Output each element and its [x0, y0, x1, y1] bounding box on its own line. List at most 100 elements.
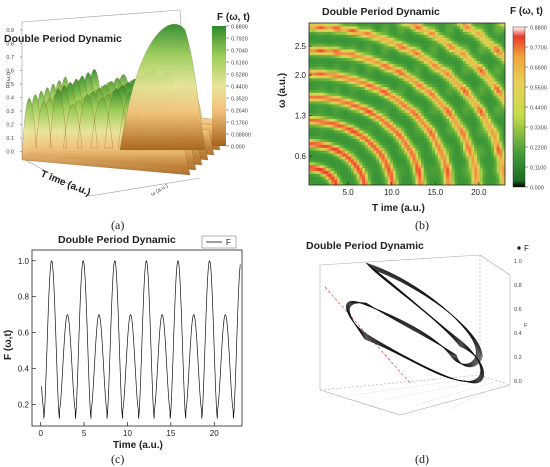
- heatmap-cell: [339, 124, 343, 128]
- heatmap-cell: [376, 138, 380, 142]
- heatmap-cell: [390, 63, 394, 67]
- heatmap-cell: [365, 63, 369, 67]
- heatmap-cell: [370, 75, 374, 79]
- heatmap-cell: [359, 54, 363, 59]
- heatmap-cell: [381, 77, 385, 82]
- heatmap-cell: [418, 167, 422, 171]
- heatmap-cell: [440, 54, 444, 59]
- heatmap-cell: [482, 57, 486, 61]
- heatmap-cell: [477, 176, 481, 180]
- heatmap-cell: [334, 43, 338, 47]
- heatmap-cell: [482, 156, 486, 160]
- heatmap-cell: [331, 37, 335, 41]
- heatmap-cell: [465, 182, 469, 185]
- heatmap-cell: [407, 101, 411, 105]
- heatmap-cell: [418, 141, 422, 145]
- heatmap-cell: [359, 173, 363, 177]
- heatmap-cell: [407, 167, 411, 171]
- heatmap-cell: [440, 179, 444, 183]
- heatmap-cell: [460, 51, 464, 56]
- heatmap-cell: [323, 150, 327, 154]
- heatmap-cell: [323, 31, 327, 35]
- heatmap-cell: [323, 153, 327, 157]
- heatmap-cell: [379, 89, 383, 93]
- heatmap-cell: [317, 69, 321, 73]
- heatmap-cell: [457, 104, 461, 108]
- heatmap-cell: [409, 95, 413, 99]
- heatmap-cell: [435, 40, 439, 44]
- heatmap-cell: [331, 130, 335, 134]
- heatmap-cell: [387, 25, 391, 30]
- heatmap-cell: [309, 161, 313, 166]
- heatmap-cell: [356, 80, 360, 85]
- heatmap-cell: [477, 89, 481, 93]
- heatmap-cell: [435, 130, 439, 134]
- heatmap-cell: [314, 51, 318, 56]
- heatmap-cell: [334, 179, 338, 183]
- heatmap-cell: [437, 167, 441, 171]
- heatmap-cell: [337, 115, 341, 119]
- heatmap-cell: [457, 69, 461, 73]
- heatmap-cell: [342, 118, 346, 122]
- heatmap-cell: [502, 106, 505, 111]
- heatmap-cell: [309, 135, 313, 140]
- heatmap-cell: [325, 115, 329, 119]
- heatmap-cell: [311, 95, 315, 99]
- heatmap-cell: [485, 150, 489, 154]
- heatmap-cell: [443, 115, 447, 119]
- heatmap-cell: [328, 66, 332, 70]
- heatmap-cell: [474, 28, 478, 33]
- heatmap-cell: [437, 77, 441, 82]
- heatmap-cell: [393, 31, 397, 35]
- heatmap-cell: [457, 49, 461, 53]
- heatmap-cell: [362, 118, 366, 122]
- heatmap-cell: [314, 173, 318, 177]
- heatmap-cell: [457, 31, 461, 35]
- heatmap-cell: [398, 34, 402, 38]
- heatmap-cell: [457, 173, 461, 177]
- heatmap-cell: [384, 23, 388, 27]
- y-tick-label-c: 1.0: [18, 257, 30, 266]
- heatmap-cell: [367, 138, 371, 142]
- heatmap-cell: [342, 147, 346, 151]
- z-tick-label-a: 0.7: [6, 55, 14, 61]
- heatmap-cell: [398, 77, 402, 82]
- ticks-c: 0 5 10 15 200.20.40.60.81.0: [18, 257, 219, 438]
- heatmap-cell: [384, 179, 388, 183]
- heatmap-cell: [373, 104, 377, 108]
- heatmap-cell: [376, 115, 380, 119]
- heatmap-cell: [398, 127, 402, 131]
- heatmap-cell: [311, 115, 315, 119]
- heatmap-cell: [314, 72, 318, 76]
- heatmap-cell: [309, 101, 313, 105]
- heatmap-cell: [353, 115, 357, 119]
- heatmap-cell: [454, 138, 458, 142]
- heatmap-cell: [373, 43, 377, 47]
- heatmap-cell: [334, 138, 338, 142]
- heatmap-cell: [477, 118, 481, 122]
- heatmap-cell: [367, 34, 371, 38]
- heatmap-cell: [351, 170, 355, 174]
- heatmap-cell: [328, 83, 332, 88]
- heatmap-cell: [446, 86, 450, 90]
- heatmap-cell: [314, 150, 318, 154]
- heatmap-cell: [339, 144, 343, 148]
- heatmap-cell: [323, 57, 327, 61]
- heatmap-cell: [395, 75, 399, 79]
- heatmap-cell: [432, 89, 436, 93]
- heatmap-cell: [491, 176, 495, 180]
- heatmap-cell: [407, 173, 411, 177]
- heatmap-cell: [446, 161, 450, 166]
- heatmap-cell: [367, 112, 371, 116]
- heatmap-cell: [317, 173, 321, 177]
- heatmap-cell: [309, 98, 313, 102]
- heatmap-cell: [328, 23, 332, 27]
- heatmap-cell: [440, 118, 444, 122]
- heatmap-cell: [362, 57, 366, 61]
- panel-b: 5.0 10.0 15.0 20.0 0.6 1.3 2.0 2.5 Double Perio…: [272, 0, 550, 215]
- heatmap-cell: [460, 112, 464, 116]
- heatmap-cell: [479, 23, 483, 27]
- heatmap-cell: [379, 49, 383, 53]
- heatmap-cell: [348, 130, 352, 134]
- heatmap-cell: [370, 161, 374, 166]
